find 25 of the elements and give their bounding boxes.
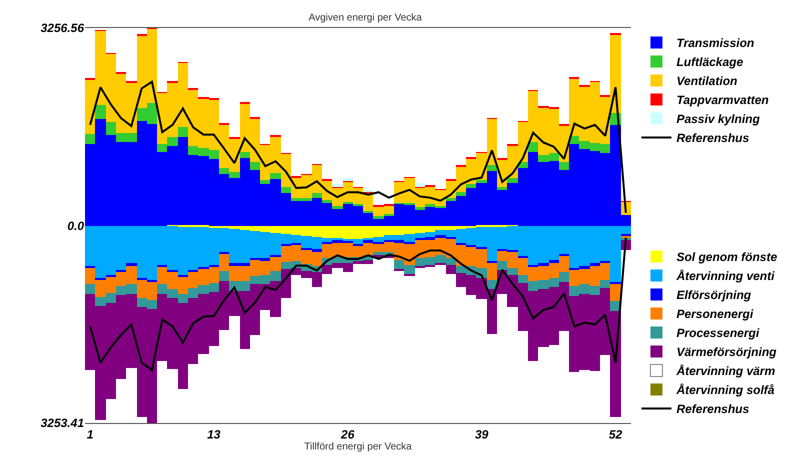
x-axis-title: Tillförd energi per Vecka: [304, 441, 412, 452]
y-tick-label: 3253.41: [40, 416, 84, 430]
legend-label: Luftläckage: [676, 55, 744, 70]
legend-label: Processenergi: [676, 326, 760, 340]
x-tick-label: 13: [207, 427, 221, 442]
chart-title: Avgiven energi per Vecka: [308, 12, 422, 24]
legend-label: Återvinning solfå: [675, 383, 775, 398]
y-tick-label: 0.0: [67, 218, 84, 233]
legend-label: Sol genom fönste: [676, 250, 778, 264]
legend-label: Elförsörjning: [676, 288, 752, 302]
x-tick-label: 1: [86, 427, 94, 442]
legend-label: Referenshus: [676, 131, 750, 146]
legend-label: Ventilation: [676, 74, 738, 88]
legend-label: Passiv kylning: [676, 112, 761, 126]
legend-label: Referenshus: [676, 402, 750, 416]
legend-label: Tappvarmvatten: [676, 93, 769, 108]
x-tick-label: 26: [340, 427, 355, 442]
y-tick-label: 3256.56: [40, 21, 84, 36]
legend-label: Värmeförsörjning: [676, 345, 778, 360]
legend-label: Återvinning värm: [675, 364, 776, 378]
x-tick-label: 52: [608, 427, 623, 442]
x-tick-label: 39: [474, 427, 489, 442]
legend-label: Personenergi: [676, 307, 754, 322]
legend-label: Återvinning venti: [675, 269, 776, 284]
legend-label: Transmission: [676, 36, 754, 50]
